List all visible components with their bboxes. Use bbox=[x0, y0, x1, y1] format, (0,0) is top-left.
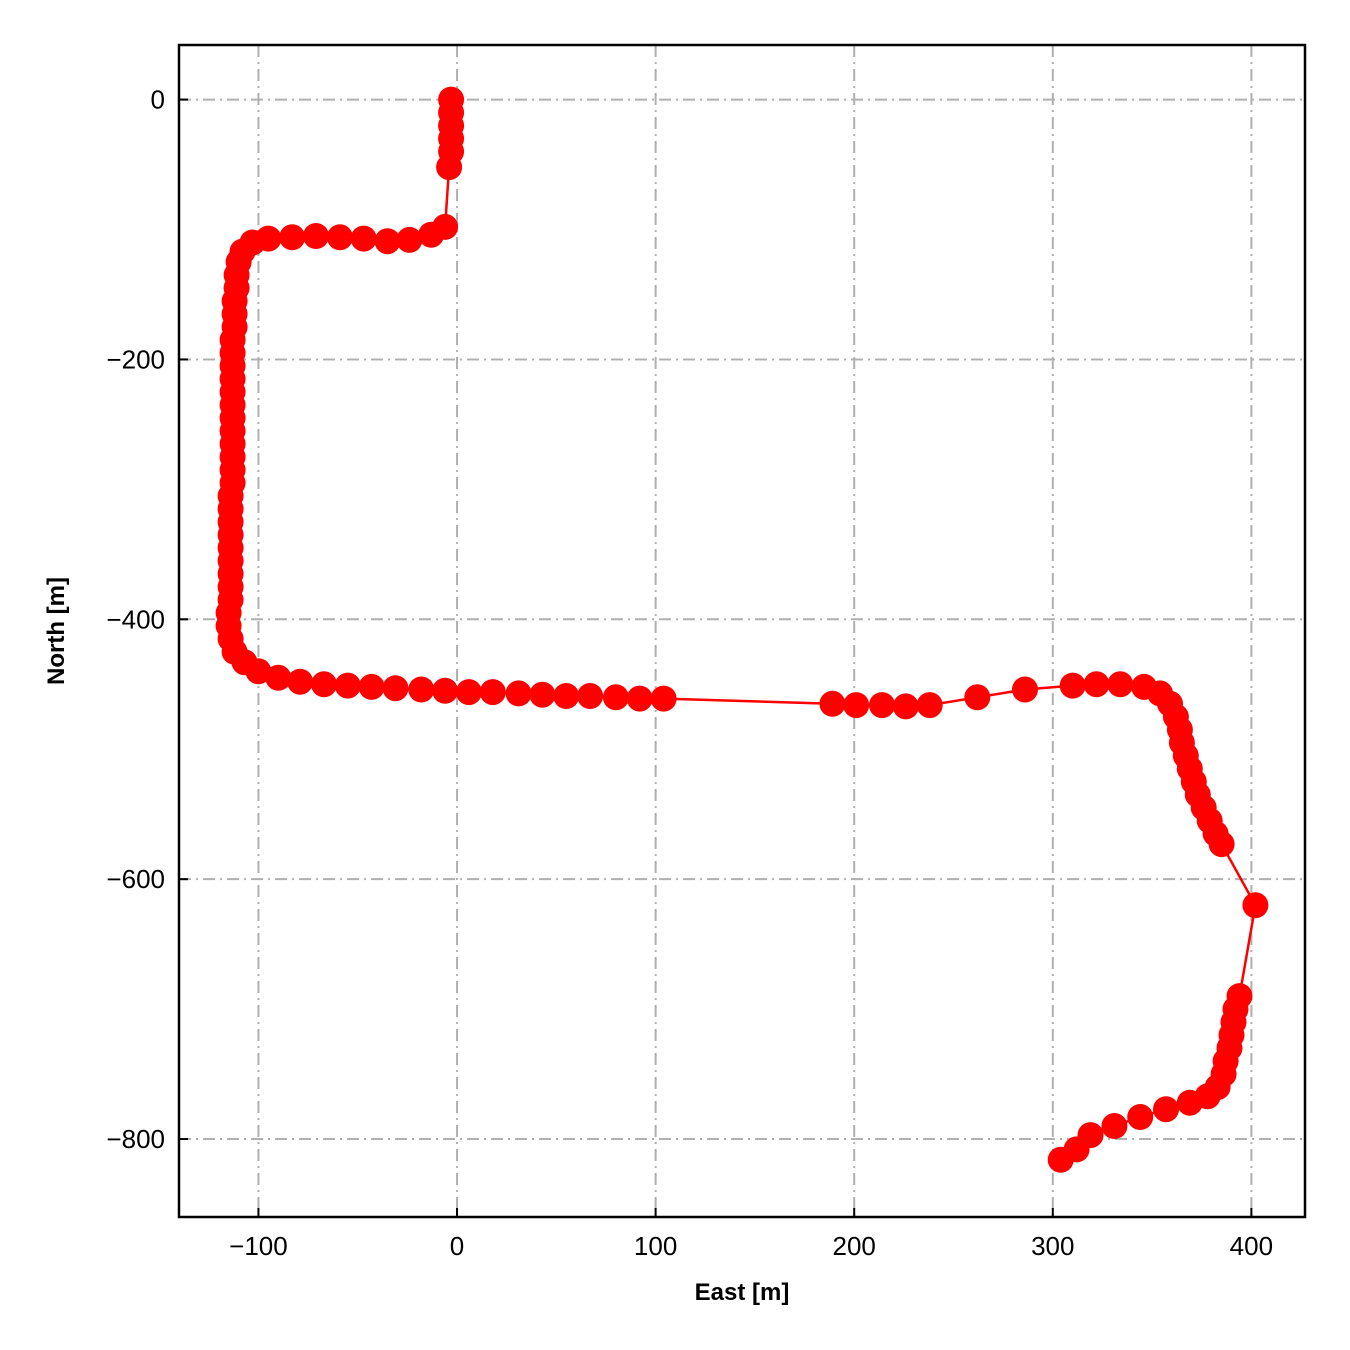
trajectory-point bbox=[303, 223, 329, 249]
trajectory-point bbox=[418, 221, 445, 248]
trajectory-point bbox=[287, 668, 314, 695]
trajectory-point bbox=[964, 684, 991, 711]
trajectory-point bbox=[1153, 1096, 1179, 1123]
trajectory-point bbox=[650, 685, 677, 712]
trajectory-point bbox=[1242, 892, 1269, 919]
x-axis-label: East [m] bbox=[695, 1279, 790, 1306]
trajectory-point bbox=[334, 672, 361, 699]
axis-ticks: −100 0 100 200 300 400 −800 −600 −400 −200 0 bbox=[106, 85, 1273, 1261]
y-tick-label: 0 bbox=[151, 85, 165, 115]
trajectory-point bbox=[869, 692, 895, 719]
series-group bbox=[215, 86, 1269, 1173]
trajectory-point bbox=[374, 228, 401, 255]
x-tick-label: −100 bbox=[229, 1231, 288, 1261]
x-tick-label: 0 bbox=[450, 1231, 464, 1261]
x-tick-label: 200 bbox=[833, 1231, 876, 1261]
trajectory-point bbox=[1176, 1089, 1203, 1116]
trajectory-point bbox=[396, 226, 423, 253]
trajectory-point bbox=[505, 680, 532, 707]
trajectory-point bbox=[1127, 1104, 1154, 1130]
trajectory-point bbox=[1047, 1146, 1074, 1173]
x-tick-label: 300 bbox=[1031, 1231, 1074, 1261]
trajectory-point bbox=[626, 685, 653, 712]
trajectory-point bbox=[436, 154, 463, 181]
y-tick-label: −200 bbox=[106, 344, 165, 374]
trajectory-point bbox=[529, 681, 556, 708]
plot-background bbox=[179, 45, 1305, 1217]
trajectory-point bbox=[455, 679, 482, 706]
trajectory-point bbox=[577, 683, 604, 709]
trajectory-point bbox=[265, 664, 292, 691]
trajectory-point bbox=[843, 692, 870, 719]
trajectory-point bbox=[245, 658, 272, 685]
trajectory-point bbox=[1083, 671, 1110, 698]
trajectory-point bbox=[311, 671, 337, 698]
trajectory-markers bbox=[215, 86, 1269, 1173]
trajectory-point bbox=[602, 684, 629, 711]
x-tick-label: 400 bbox=[1230, 1231, 1273, 1261]
trajectory-point bbox=[358, 673, 385, 700]
plot-frame bbox=[177, 43, 1307, 1219]
trajectory-point bbox=[1208, 831, 1235, 858]
trajectory-point bbox=[408, 676, 435, 703]
trajectory-point bbox=[479, 679, 506, 706]
y-tick-label: −400 bbox=[106, 604, 165, 634]
trajectory-point bbox=[1059, 672, 1086, 699]
trajectory-point bbox=[350, 225, 377, 252]
y-axis-label: North [m] bbox=[43, 577, 70, 685]
x-tick-label: 100 bbox=[634, 1231, 677, 1261]
y-tick-label: −600 bbox=[106, 864, 165, 894]
trajectory-point bbox=[382, 675, 409, 702]
trajectory-point bbox=[819, 690, 846, 717]
trajectory-point bbox=[279, 224, 306, 251]
trajectory-point bbox=[326, 224, 353, 251]
grid-lines bbox=[179, 45, 1305, 1217]
trajectory-point bbox=[1101, 1113, 1128, 1139]
trajectory-point bbox=[432, 677, 459, 704]
trajectory-point bbox=[553, 683, 580, 709]
trajectory-point bbox=[916, 692, 943, 719]
trajectory-point bbox=[1107, 671, 1134, 698]
trajectory-point bbox=[1012, 676, 1038, 703]
trajectory-point bbox=[892, 693, 919, 720]
y-tick-label: −800 bbox=[106, 1124, 165, 1154]
